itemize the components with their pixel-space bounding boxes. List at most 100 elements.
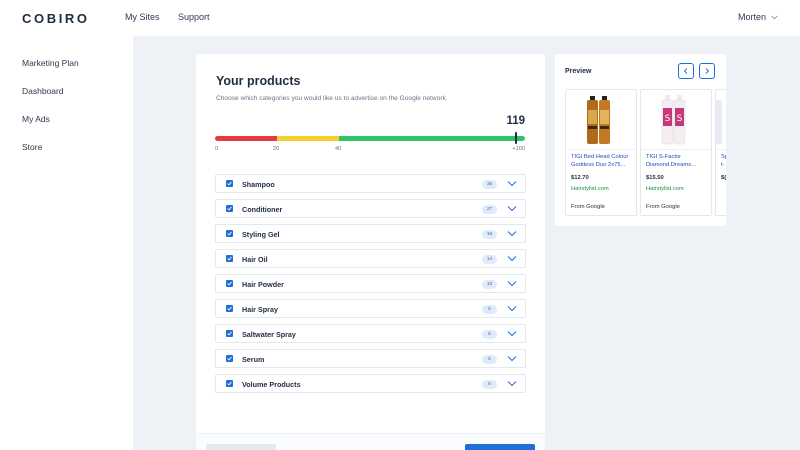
score-marker	[514, 132, 517, 144]
product-name-line2: Goddess Duo 2x75...	[571, 162, 626, 168]
products-card: Your products Choose which categories yo…	[196, 54, 545, 450]
category-count-badge: 14	[482, 255, 497, 264]
score-bar-segment	[339, 136, 525, 141]
svg-text:S: S	[665, 114, 671, 124]
checkbox-checked-icon[interactable]	[226, 205, 233, 212]
sidebar-item-marketing-plan[interactable]: Marketing Plan	[22, 58, 79, 68]
product-store: Hairstylist.com	[646, 186, 684, 192]
score-bar	[215, 136, 525, 141]
preview-title: Preview	[565, 68, 592, 75]
preview-card: Preview TIGI Bed Head Colour Goddess Duo…	[555, 54, 726, 226]
category-count-badge: 27	[482, 205, 497, 214]
score-bar-segment	[277, 136, 339, 141]
product-source: From Google	[571, 204, 605, 210]
product-price: $12.70	[571, 175, 589, 181]
nav-my-sites[interactable]: My Sites	[125, 12, 160, 22]
chevron-down-icon[interactable]	[507, 230, 517, 237]
back-button[interactable]	[206, 444, 276, 450]
product-preview-card[interactable]: S S TIGI S-Factor Diamond Dreams... $15.…	[640, 89, 712, 216]
category-label: Serum	[242, 355, 265, 364]
score-bar-segment	[215, 136, 277, 141]
category-row[interactable]: Conditioner 27	[215, 199, 526, 218]
product-image	[566, 90, 636, 150]
category-row[interactable]: Hair Powder 10	[215, 274, 526, 293]
product-score: 119	[506, 115, 525, 127]
product-store: Hairstylist.com	[571, 186, 609, 192]
preview-next-button[interactable]	[699, 63, 715, 79]
chevron-down-icon[interactable]	[507, 205, 517, 212]
product-image: S S	[641, 90, 711, 150]
chevron-down-icon[interactable]	[507, 255, 517, 262]
chevron-down-icon	[771, 14, 778, 19]
category-label: Saltwater Spray	[242, 330, 296, 339]
chevron-down-icon[interactable]	[507, 355, 517, 362]
category-label: Conditioner	[242, 205, 283, 214]
category-row[interactable]: Serum 5	[215, 349, 526, 368]
score-tick-label: 20	[273, 146, 280, 152]
svg-text:S: S	[677, 114, 683, 124]
category-label: Hair Powder	[242, 280, 284, 289]
user-name: Morten	[737, 12, 766, 22]
checkbox-checked-icon[interactable]	[226, 355, 233, 362]
arrow-left-icon	[683, 68, 688, 74]
product-name-line2: t-	[721, 162, 725, 168]
cobiro-logo[interactable]: COBIRO	[22, 11, 90, 26]
product-preview-card[interactable]: Sp t- $(	[715, 89, 726, 216]
category-count-badge: 5	[482, 380, 497, 389]
user-menu[interactable]: Morten	[738, 12, 778, 22]
page-subtitle: Choose which categories you would like u…	[216, 95, 448, 102]
category-count-badge: 5	[482, 305, 497, 314]
chevron-down-icon[interactable]	[507, 280, 517, 287]
card-footer	[196, 433, 545, 450]
category-row[interactable]: Hair Oil 14	[215, 249, 526, 268]
chevron-down-icon[interactable]	[507, 330, 517, 337]
category-row[interactable]: Shampoo 35	[215, 174, 526, 193]
category-count-badge: 10	[482, 280, 497, 289]
checkbox-checked-icon[interactable]	[226, 180, 233, 187]
chevron-down-icon[interactable]	[507, 180, 517, 187]
product-image	[716, 90, 726, 150]
arrow-right-icon	[705, 68, 710, 74]
product-source: From Google	[646, 204, 680, 210]
sidebar-item-dashboard[interactable]: Dashboard	[22, 86, 64, 96]
checkbox-checked-icon[interactable]	[226, 380, 233, 387]
nav-support[interactable]: Support	[178, 12, 210, 22]
category-row[interactable]: Saltwater Spray 5	[215, 324, 526, 343]
checkbox-checked-icon[interactable]	[226, 230, 233, 237]
chevron-down-icon[interactable]	[507, 305, 517, 312]
category-count-badge: 35	[482, 180, 497, 189]
checkbox-checked-icon[interactable]	[226, 255, 233, 262]
category-row[interactable]: Styling Gel 16	[215, 224, 526, 243]
top-navigation-bar: COBIRO My Sites Support Morten	[0, 0, 800, 36]
product-price: $15.50	[646, 175, 664, 181]
page-title: Your products	[216, 74, 301, 88]
continue-button[interactable]	[465, 444, 535, 450]
product-name: TIGI Bed Head Colour	[571, 154, 629, 160]
score-tick-label: 40	[335, 146, 342, 152]
product-price: $(	[721, 175, 726, 181]
category-label: Styling Gel	[242, 230, 280, 239]
score-tick-label: +100	[512, 146, 525, 152]
category-label: Shampoo	[242, 180, 275, 189]
category-row[interactable]: Volume Products 5	[215, 374, 526, 393]
product-preview-card[interactable]: TIGI Bed Head Colour Goddess Duo 2x75...…	[565, 89, 637, 216]
product-name: TIGI S-Factor	[646, 154, 682, 160]
category-row[interactable]: Hair Spray 5	[215, 299, 526, 318]
score-tick-label: 0	[215, 146, 219, 152]
checkbox-checked-icon[interactable]	[226, 330, 233, 337]
category-label: Hair Spray	[242, 305, 278, 314]
sidebar: Marketing Plan Dashboard My Ads Store	[0, 36, 133, 450]
category-label: Hair Oil	[242, 255, 268, 264]
preview-prev-button[interactable]	[678, 63, 694, 79]
sidebar-item-store[interactable]: Store	[22, 142, 43, 152]
category-count-badge: 5	[482, 355, 497, 364]
checkbox-checked-icon[interactable]	[226, 280, 233, 287]
category-count-badge: 16	[482, 230, 497, 239]
category-count-badge: 5	[482, 330, 497, 339]
checkbox-checked-icon[interactable]	[226, 305, 233, 312]
chevron-down-icon[interactable]	[507, 380, 517, 387]
product-name-line2: Diamond Dreams...	[646, 162, 696, 168]
product-name: Sp	[721, 154, 726, 160]
sidebar-item-my-ads[interactable]: My Ads	[22, 114, 50, 124]
category-label: Volume Products	[242, 380, 301, 389]
